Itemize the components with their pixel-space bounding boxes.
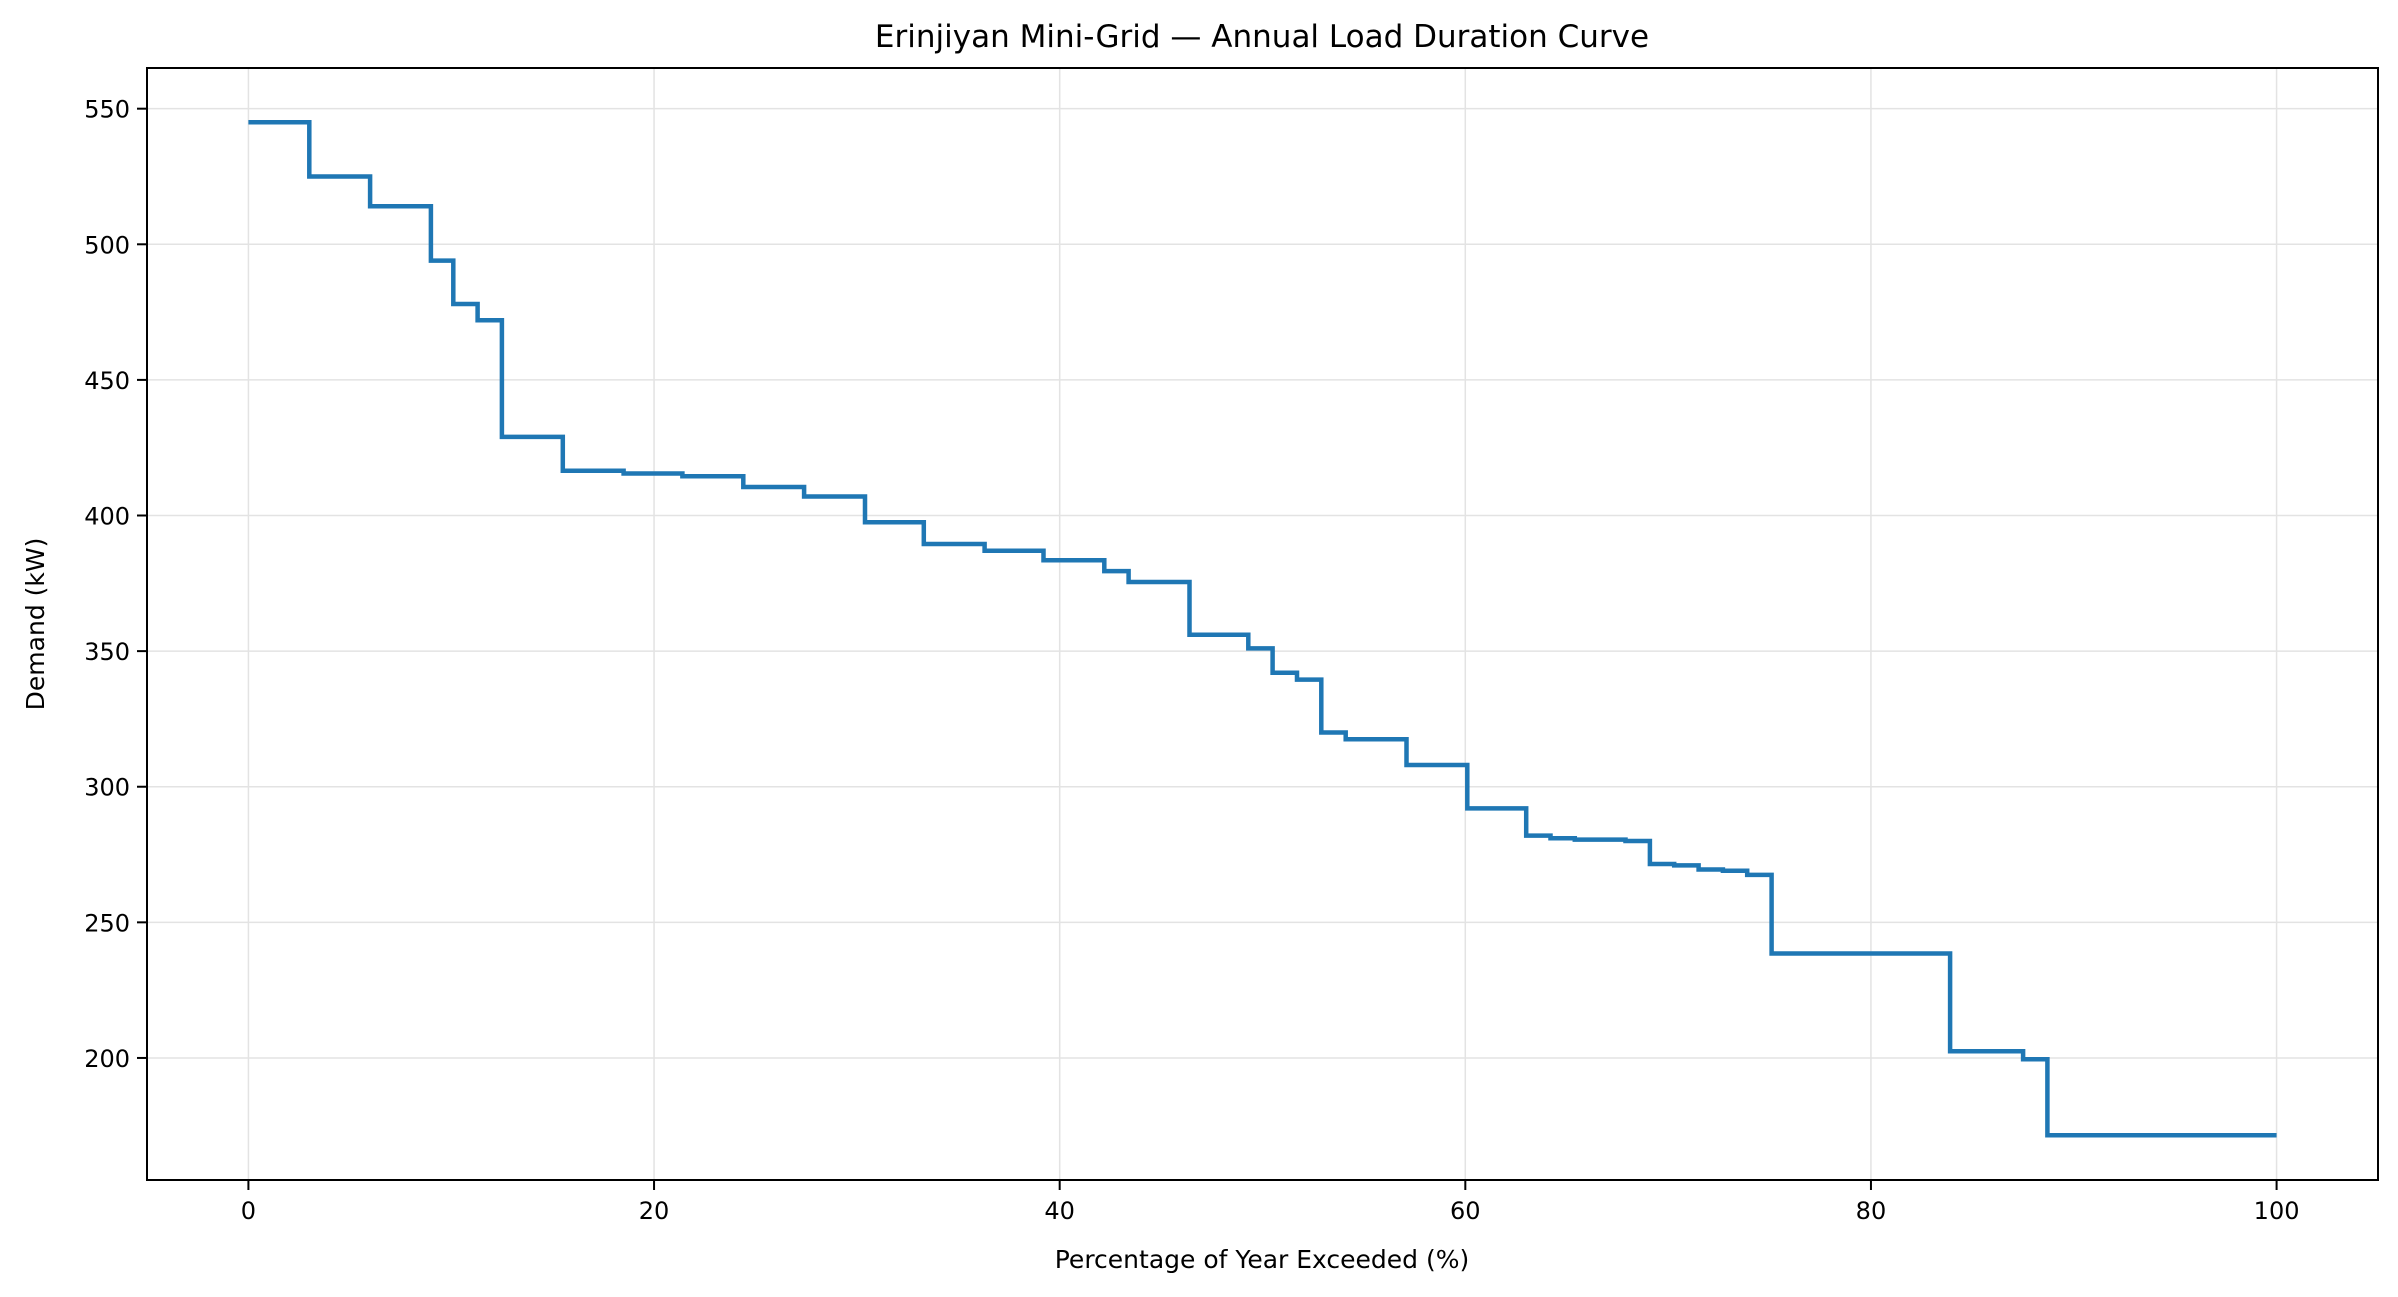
y-tick-label: 400 <box>84 503 130 531</box>
x-tick-label: 60 <box>1450 1197 1481 1225</box>
y-tick-label: 250 <box>84 909 130 937</box>
x-tick-label: 100 <box>2254 1197 2300 1225</box>
chart-title: Erinjiyan Mini-Grid — Annual Load Durati… <box>875 19 1649 55</box>
y-tick-label: 500 <box>84 231 130 259</box>
y-tick-label: 450 <box>84 367 130 395</box>
x-tick-label: 40 <box>1044 1197 1075 1225</box>
y-tick-label: 200 <box>84 1045 130 1073</box>
series-line <box>248 119 2277 1138</box>
series-layer <box>248 119 2277 1138</box>
x-tick-label: 80 <box>1856 1197 1887 1225</box>
x-axis: 0 20 40 60 80 100 <box>241 1180 2300 1225</box>
grid-lines <box>147 68 2378 1180</box>
y-tick-label: 350 <box>84 638 130 666</box>
x-tick-label: 0 <box>241 1197 256 1225</box>
y-tick-label: 550 <box>84 96 130 124</box>
y-axis-title: Demand (kW) <box>21 538 50 711</box>
y-axis: 200 250 300 350 400 450 500 550 <box>84 96 147 1073</box>
plot-frame <box>146 67 2379 1181</box>
y-tick-label: 300 <box>84 774 130 802</box>
x-tick-label: 20 <box>639 1197 670 1225</box>
x-axis-title: Percentage of Year Exceeded (%) <box>1055 1245 1470 1274</box>
